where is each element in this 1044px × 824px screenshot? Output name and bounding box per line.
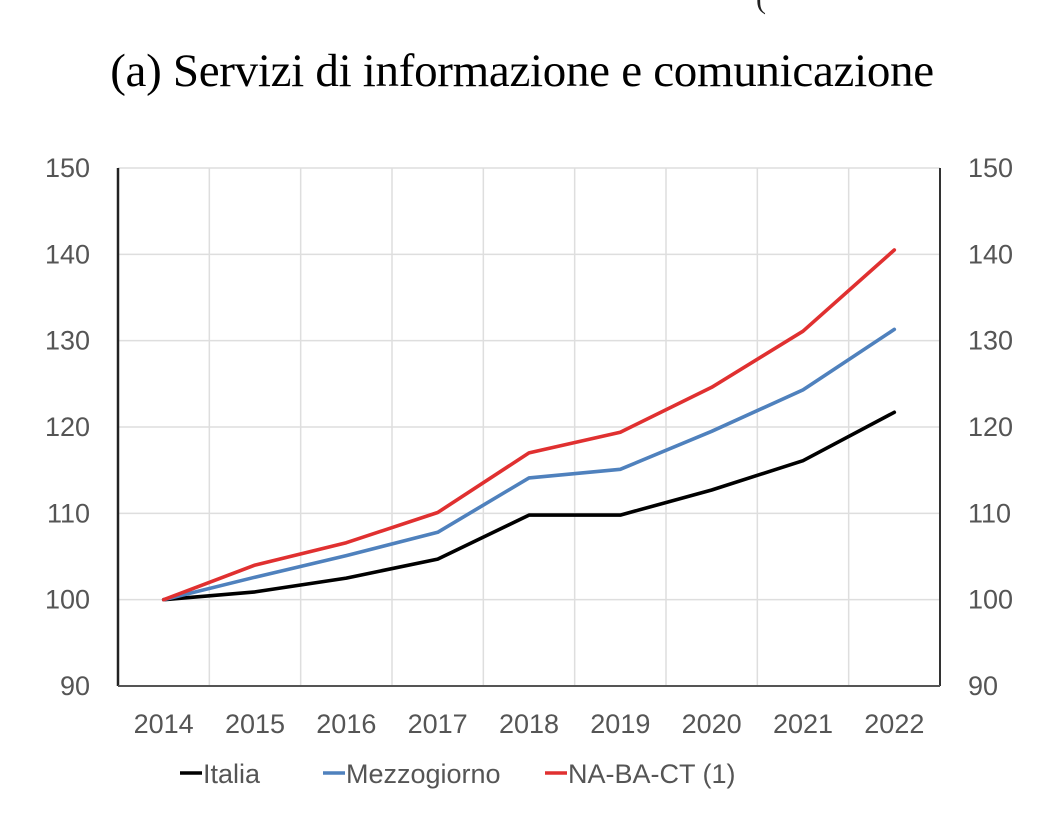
cropped-text-fragment: ( — [756, 0, 766, 16]
x-tick-label: 2014 — [134, 709, 194, 739]
y-tick-label-right: 90 — [968, 671, 998, 701]
y-axis-left-ticks: 90 100 110 120 130 140 150 — [45, 153, 90, 701]
y-tick-label-right: 140 — [968, 239, 1013, 269]
y-tick-label-right: 150 — [968, 153, 1013, 183]
x-tick-label: 2022 — [864, 709, 924, 739]
x-tick-label: 2018 — [499, 709, 559, 739]
x-tick-label: 2015 — [225, 709, 285, 739]
legend-label: Italia — [203, 759, 261, 789]
y-tick-label-left: 120 — [45, 412, 90, 442]
y-tick-label-left: 110 — [47, 498, 90, 528]
x-tick-label: 2019 — [590, 709, 650, 739]
x-tick-label: 2021 — [773, 709, 833, 739]
chart-title: (a) Servizi di informazione e comunicazi… — [110, 45, 934, 97]
gridlines — [118, 167, 940, 687]
x-tick-label: 2016 — [316, 709, 376, 739]
x-axis-ticks: 2014 2015 2016 2017 2018 2019 2020 2021 2022 — [134, 709, 925, 739]
legend-label: Mezzogiorno — [346, 759, 501, 789]
y-tick-label-left: 130 — [45, 326, 90, 356]
x-tick-label: 2020 — [682, 709, 742, 739]
y-tick-label-right: 130 — [968, 326, 1013, 356]
y-tick-label-left: 100 — [45, 585, 90, 615]
legend: Italia Mezzogiorno NA-BA-CT (1) — [180, 759, 736, 789]
y-tick-label-right: 100 — [968, 585, 1013, 615]
y-tick-label-left: 150 — [45, 153, 90, 183]
series-lines — [161, 248, 897, 602]
x-tick-label: 2017 — [408, 709, 468, 739]
y-tick-label-right: 120 — [968, 412, 1013, 442]
y-tick-label-right: 110 — [968, 498, 1011, 528]
series-line-na-ba-ct-1 — [161, 248, 897, 602]
axes — [116, 168, 941, 687]
y-axis-right-ticks: 90 100 110 120 130 140 150 — [968, 153, 1013, 701]
y-tick-label-left: 140 — [45, 239, 90, 269]
y-tick-label-left: 90 — [60, 671, 90, 701]
legend-label: NA-BA-CT (1) — [568, 759, 736, 789]
